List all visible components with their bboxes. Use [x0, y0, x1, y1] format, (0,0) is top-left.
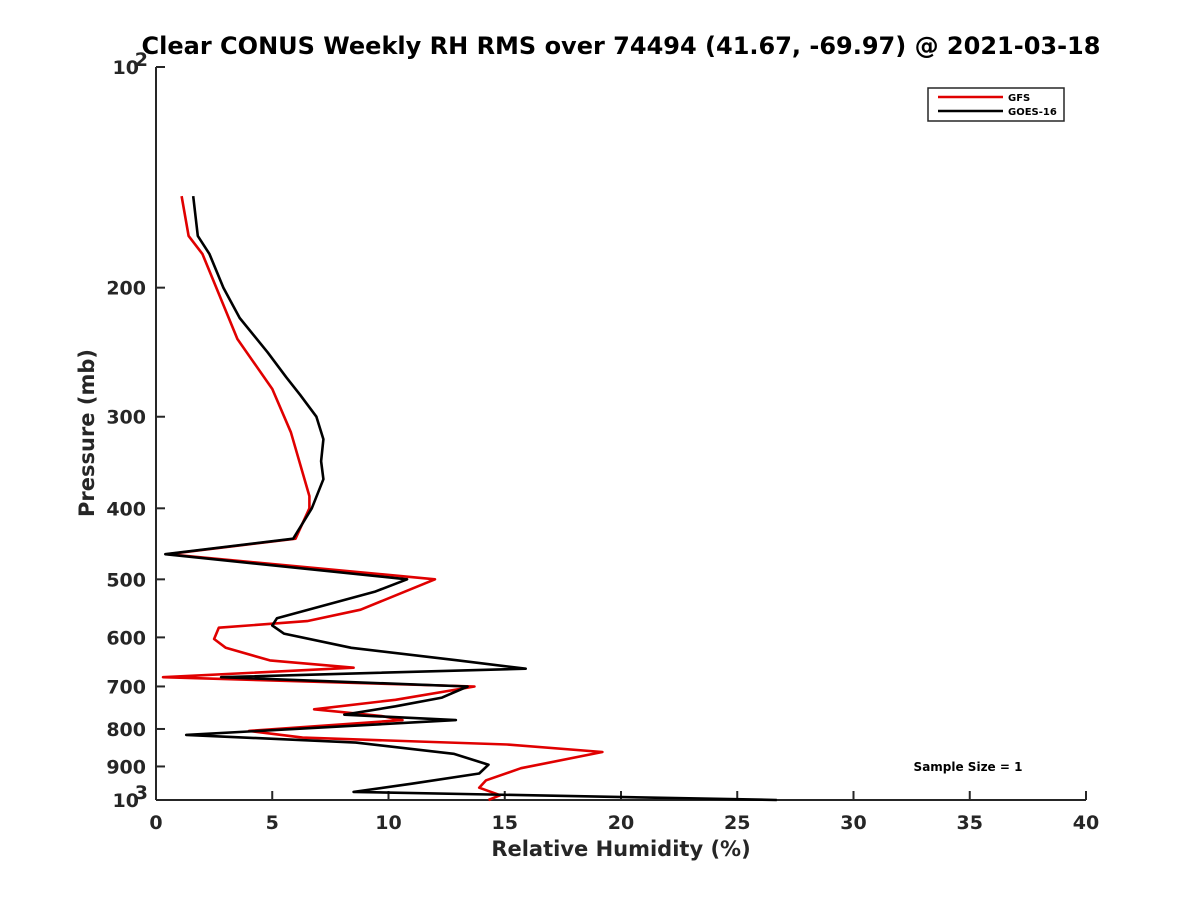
y-tick-label: 800	[106, 719, 146, 741]
x-tick-label: 25	[724, 812, 750, 834]
x-axis-label: Relative Humidity (%)	[491, 837, 750, 861]
chart-title: Clear CONUS Weekly RH RMS over 74494 (41…	[142, 32, 1101, 60]
y-tick-exponent: 3	[135, 782, 148, 804]
x-tick-label: 40	[1073, 812, 1099, 834]
legend-label-gfs: GFS	[1008, 93, 1030, 104]
x-tick-label: 20	[608, 812, 634, 834]
x-tick-label: 5	[266, 812, 279, 834]
legend-label-goes16: GOES-16	[1008, 107, 1057, 118]
y-tick-label: 300	[106, 407, 146, 429]
y-tick-exponent: 2	[135, 49, 148, 71]
y-tick-label: 10	[113, 790, 139, 812]
y-tick-label: 900	[106, 756, 146, 778]
x-tick-label: 35	[957, 812, 983, 834]
series-line-goes16	[164, 195, 777, 802]
x-tick-label: 15	[492, 812, 518, 834]
legend-box	[927, 87, 1065, 122]
x-tick-label: 0	[149, 812, 162, 834]
axes: 0 5 10 15 20 25 30 35 40102200300400500600700800…	[106, 49, 1099, 834]
legend: GFS GOES-16	[927, 87, 1065, 122]
y-tick-label: 10	[113, 57, 139, 79]
y-tick-label: 700	[106, 676, 146, 698]
sample-size-annotation: Sample Size = 1	[914, 760, 1023, 774]
x-tick-label: 30	[840, 812, 866, 834]
y-tick-label: 600	[106, 627, 146, 649]
y-tick-label: 200	[106, 278, 146, 300]
x-tick-label: 10	[375, 812, 401, 834]
series-layer	[161, 195, 777, 802]
y-axis-label: Pressure (mb)	[75, 349, 99, 517]
y-tick-label: 400	[106, 498, 146, 520]
y-tick-label: 500	[106, 569, 146, 591]
series-line-gfs	[161, 195, 604, 802]
